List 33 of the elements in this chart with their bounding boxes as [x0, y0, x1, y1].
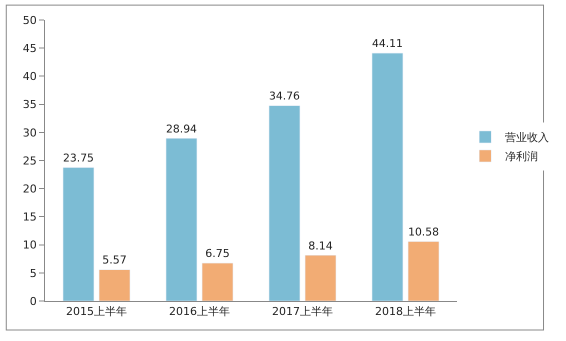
- y-tick-label: 5: [30, 266, 37, 280]
- y-tick-label: 50: [22, 14, 37, 27]
- y-tick-label: 15: [22, 210, 37, 224]
- data-label: 44.11: [372, 37, 403, 50]
- data-label: 6.75: [205, 247, 230, 260]
- y-tick-label: 35: [22, 98, 37, 112]
- legend-label: 净利润: [505, 150, 538, 164]
- y-tick-label: 45: [22, 42, 37, 55]
- data-label: 23.75: [63, 152, 94, 165]
- bar: [62, 167, 94, 301]
- bar: [408, 241, 440, 301]
- legend-label: 营业收入: [505, 131, 550, 144]
- y-tick-label: 20: [22, 182, 37, 196]
- data-label: 5.57: [102, 254, 127, 267]
- x-tick-label: 2015上半年: [66, 305, 127, 318]
- y-tick-label: 25: [22, 154, 37, 168]
- y-tick-label: 0: [30, 294, 37, 308]
- y-tick-label: 40: [22, 70, 37, 84]
- bar: [304, 255, 336, 301]
- x-tick-label: 2017上半年: [272, 305, 333, 318]
- data-label: 10.58: [408, 226, 440, 239]
- bar: [98, 269, 130, 301]
- data-label: 8.14: [308, 239, 333, 252]
- x-tick-label: 2018上半年: [375, 305, 436, 318]
- bar: [372, 52, 404, 301]
- data-label: 28.94: [166, 122, 198, 136]
- x-tick-label: 2016上半年: [169, 305, 230, 318]
- y-tick-label: 10: [22, 238, 37, 252]
- y-tick-label: 30: [22, 126, 37, 140]
- bar: [202, 262, 234, 301]
- bar: [268, 105, 300, 301]
- data-label: 34.76: [269, 90, 300, 103]
- bar: [166, 138, 198, 301]
